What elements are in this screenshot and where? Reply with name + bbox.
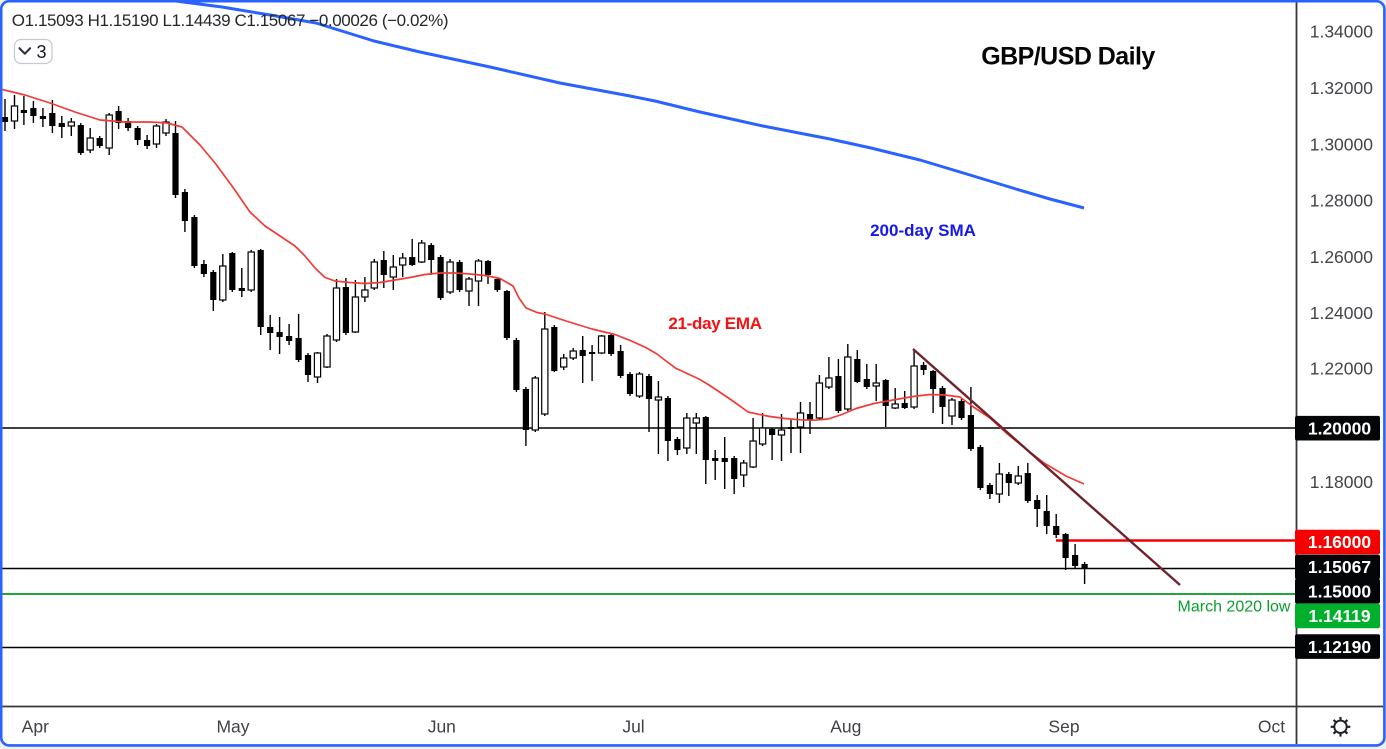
svg-text:1.15067: 1.15067 (1308, 557, 1371, 577)
svg-text:1.12190: 1.12190 (1308, 637, 1372, 657)
svg-text:GBP/USD Daily: GBP/USD Daily (981, 43, 1155, 71)
svg-text:21-day EMA: 21-day EMA (668, 314, 761, 333)
svg-text:1.30000: 1.30000 (1310, 134, 1374, 154)
svg-text:1.24000: 1.24000 (1310, 303, 1374, 323)
svg-text:Jul: Jul (622, 717, 644, 737)
svg-text:Aug: Aug (830, 717, 861, 737)
svg-text:1.14119: 1.14119 (1308, 606, 1371, 626)
svg-text:1.20000: 1.20000 (1308, 418, 1372, 438)
svg-text:1.16000: 1.16000 (1308, 532, 1372, 552)
svg-text:1.26000: 1.26000 (1310, 247, 1374, 267)
svg-text:1.18000: 1.18000 (1310, 472, 1374, 492)
svg-text:1.15000: 1.15000 (1308, 581, 1372, 601)
svg-text:1.28000: 1.28000 (1310, 191, 1374, 211)
svg-text:May: May (216, 717, 249, 737)
svg-text:3: 3 (37, 42, 47, 62)
svg-text:Apr: Apr (22, 717, 49, 737)
svg-text:1.22000: 1.22000 (1310, 359, 1374, 379)
svg-text:Jun: Jun (428, 717, 456, 737)
svg-text:Oct: Oct (1258, 717, 1285, 737)
svg-text:1.32000: 1.32000 (1310, 78, 1374, 98)
svg-text:1.34000: 1.34000 (1310, 22, 1374, 42)
svg-text:Sep: Sep (1048, 717, 1079, 737)
svg-text:March 2020 low: March 2020 low (1178, 599, 1291, 616)
svg-text:200-day SMA: 200-day SMA (870, 221, 976, 240)
svg-text:O1.15093 H1.15190 L1.14439 C1.: O1.15093 H1.15190 L1.14439 C1.15067 −0.0… (12, 11, 448, 30)
